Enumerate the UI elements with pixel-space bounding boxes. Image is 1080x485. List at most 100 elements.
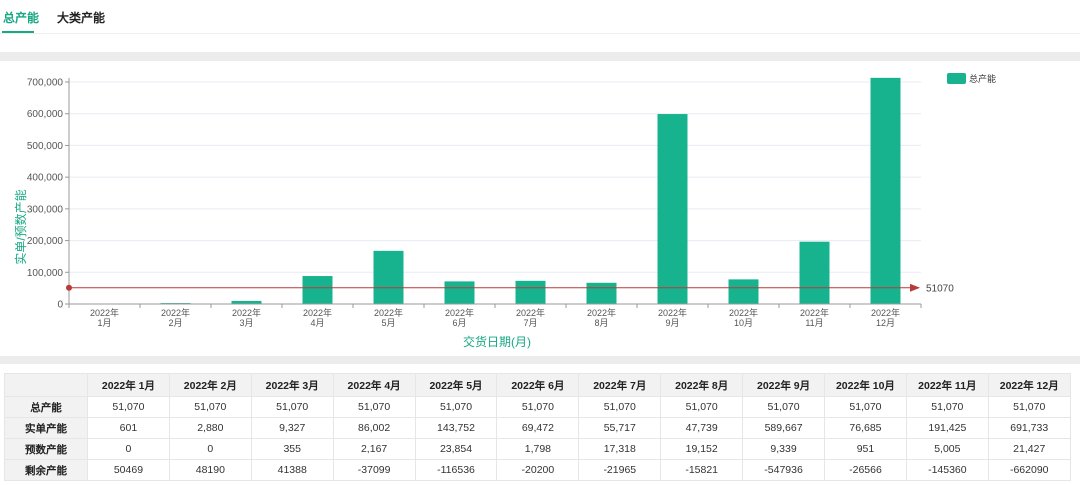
x-tick-label: 2022年: [161, 307, 190, 318]
row-header: 剩余产能: [4, 459, 88, 481]
table-cell: 51,070: [250, 396, 334, 418]
x-tick-label: 2022年: [445, 307, 474, 318]
table-cell: 51,070: [742, 396, 826, 418]
legend-swatch: [947, 73, 966, 84]
x-tick-label: 7月: [523, 318, 537, 328]
bar[interactable]: [444, 281, 475, 304]
x-tick-label: 2022年: [516, 307, 545, 318]
x-tick-label: 1月: [97, 318, 111, 328]
table-cell: 21,427: [987, 438, 1071, 460]
row-header: 预数产能: [4, 438, 88, 460]
table-cell: 51,070: [496, 396, 580, 418]
x-tick-label: 2022年: [729, 307, 758, 318]
column-header: 2022年 11月: [905, 373, 989, 397]
table-cell: 0: [168, 438, 252, 460]
table-cell: 51,070: [660, 396, 744, 418]
legend-label: 总产能: [969, 73, 996, 84]
x-tick-label: 2022年: [800, 307, 829, 318]
table-cell: 51,070: [987, 396, 1071, 418]
table-cell: 51,070: [824, 396, 907, 418]
table-cell: 19,152: [660, 438, 744, 460]
table-cell: 601: [87, 417, 170, 439]
table-cell: 47,739: [660, 417, 744, 439]
table-cell: 48190: [168, 459, 252, 481]
x-tick-label: 10月: [734, 318, 753, 328]
table-cell: 23,854: [414, 438, 498, 460]
x-tick-label: 3月: [239, 318, 253, 328]
table-cell: 951: [824, 438, 907, 460]
table-cell: 51,070: [168, 396, 252, 418]
table-row: 总产能 51,070 51,070 51,070 51,070 51,070 51,070 5…: [4, 396, 1071, 418]
tab-bar: 总产能 大类产能: [0, 0, 1080, 34]
x-tick-label: 2022年: [871, 307, 900, 318]
legend[interactable]: 总产能: [947, 73, 996, 84]
table-header-row: 2022年 1月 2022年 2月 2022年 3月 2022年 4月 2022年 5月…: [4, 373, 1071, 397]
table-cell: 51,070: [87, 396, 170, 418]
bar[interactable]: [728, 279, 759, 304]
table-cell: 51,070: [414, 396, 498, 418]
column-header: 2022年 5月: [414, 373, 498, 397]
table-cell: 355: [250, 438, 334, 460]
table-cell: -21965: [578, 459, 662, 481]
y-tick-label: 300,000: [27, 204, 64, 215]
x-tick-label: 2022年: [232, 307, 261, 318]
column-header: 2022年 9月: [742, 373, 826, 397]
x-tick-label: 2022年: [658, 307, 687, 318]
column-header: 2022年 4月: [332, 373, 416, 397]
column-header: 2022年 6月: [496, 373, 580, 397]
y-tick-label: 400,000: [27, 173, 64, 184]
x-tick-label: 6月: [452, 318, 466, 328]
table-cell: 9,339: [742, 438, 826, 460]
table-row: 预数产能 0 0 355 2,167 23,854 1,798 17,318 19,152 9,3…: [4, 438, 1071, 460]
x-tick-label: 2022年: [303, 307, 332, 318]
bar[interactable]: [657, 114, 688, 304]
x-tick-label: 9月: [665, 318, 679, 328]
table-cell: 2,167: [332, 438, 416, 460]
table-cell: -547936: [742, 459, 826, 481]
table-cell: 86,002: [332, 417, 416, 439]
table-cell: 51,070: [905, 396, 989, 418]
column-header: 2022年 1月: [87, 373, 170, 397]
y-tick-label: 500,000: [27, 141, 64, 152]
bar[interactable]: [302, 276, 333, 304]
table-cell: 17,318: [578, 438, 662, 460]
capacity-table: 2022年 1月 2022年 2月 2022年 3月 2022年 4月 2022年 5月…: [4, 373, 1071, 481]
tab-category-capacity[interactable]: 大类产能: [57, 11, 106, 25]
table-cell: -26566: [824, 459, 907, 481]
table-cell: 691,733: [987, 417, 1071, 439]
table-corner-cell: [4, 373, 88, 397]
table-row: 剩余产能 50469 48190 41388 -37099 -116536 -20200 -2…: [4, 459, 1071, 481]
table-cell: 50469: [87, 459, 170, 481]
y-tick-label: 0: [57, 300, 63, 311]
table-cell: 69,472: [496, 417, 580, 439]
y-tick-label: 200,000: [27, 236, 64, 247]
bar[interactable]: [870, 77, 901, 304]
x-tick-label: 5月: [381, 318, 395, 328]
x-tick-label: 12月: [876, 318, 895, 328]
table-cell: 41388: [250, 459, 334, 481]
bar[interactable]: [586, 282, 617, 304]
table-cell: 51,070: [332, 396, 416, 418]
tab-total-capacity[interactable]: 总产能: [3, 11, 40, 25]
x-tick-label: 2022年: [374, 307, 403, 318]
table-cell: 5,005: [905, 438, 989, 460]
table-cell: -15821: [660, 459, 744, 481]
row-header: 总产能: [4, 396, 88, 418]
table-cell: 9,327: [250, 417, 334, 439]
table-cell: 55,717: [578, 417, 662, 439]
section-divider-top: [0, 52, 1080, 61]
bar[interactable]: [515, 280, 546, 304]
x-tick-label: 11月: [805, 318, 823, 328]
bar[interactable]: [373, 250, 404, 304]
table-cell: 143,752: [414, 417, 498, 439]
y-tick-label: 600,000: [27, 109, 64, 120]
table-cell: 0: [87, 438, 170, 460]
column-header: 2022年 3月: [250, 373, 334, 397]
bar[interactable]: [799, 241, 830, 304]
column-header: 2022年 7月: [578, 373, 662, 397]
column-header: 2022年 2月: [168, 373, 252, 397]
table-cell: 1,798: [496, 438, 580, 460]
column-header: 2022年 12月: [987, 373, 1071, 397]
reference-line-label: 51070: [926, 283, 954, 294]
bar[interactable]: [231, 300, 262, 304]
